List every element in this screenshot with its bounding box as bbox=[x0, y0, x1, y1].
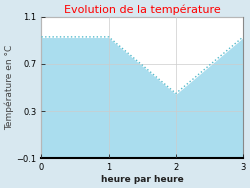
Y-axis label: Température en °C: Température en °C bbox=[4, 45, 14, 130]
Title: Evolution de la température: Evolution de la température bbox=[64, 4, 221, 15]
X-axis label: heure par heure: heure par heure bbox=[101, 175, 184, 184]
